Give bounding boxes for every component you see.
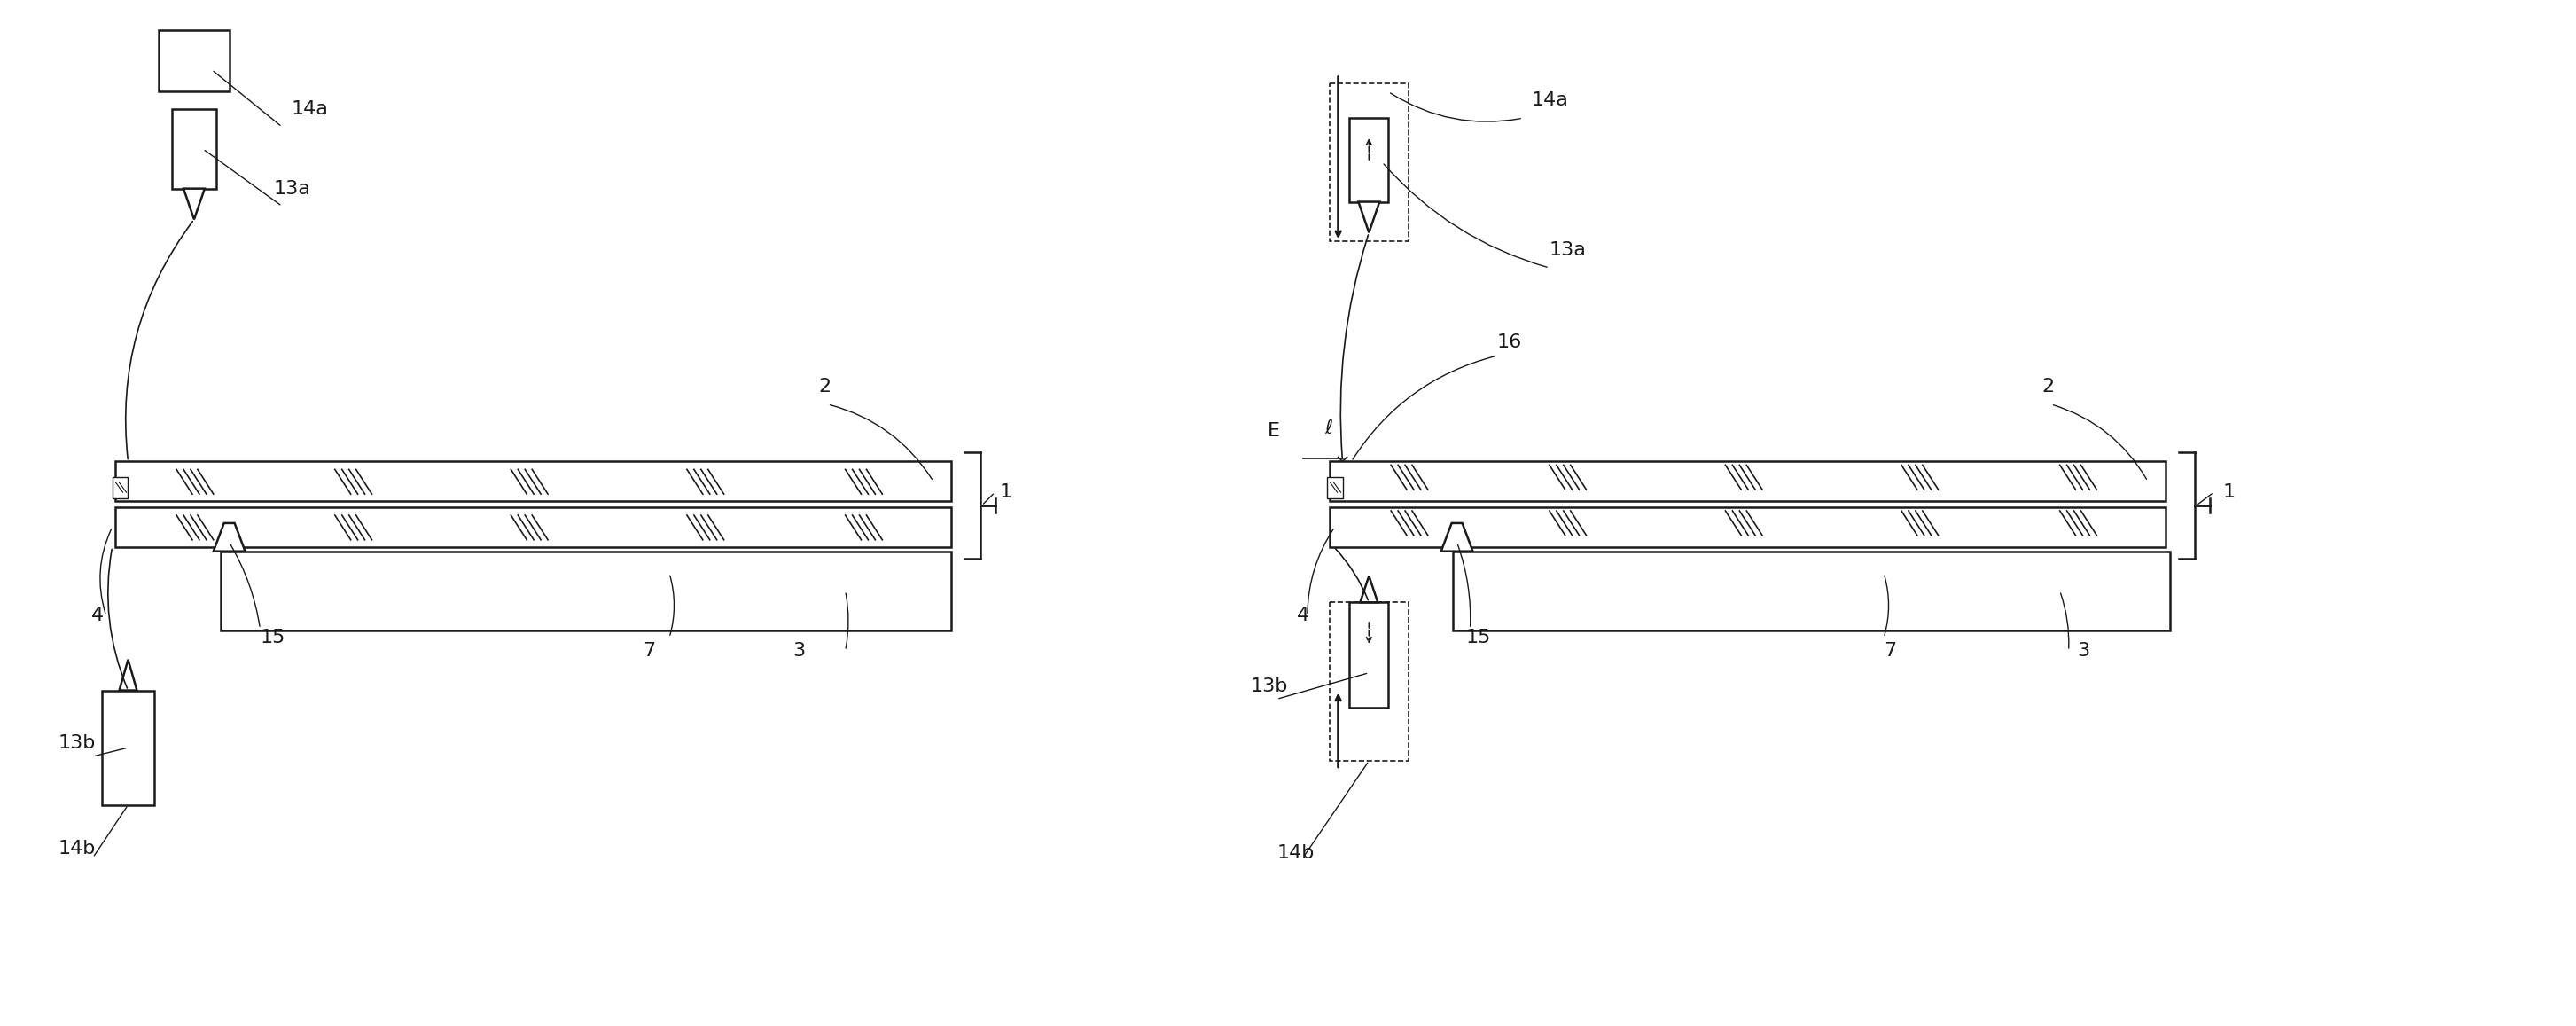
Polygon shape	[1358, 202, 1381, 233]
Text: 7: 7	[1883, 642, 1896, 660]
Text: 16: 16	[1497, 333, 1522, 352]
Text: 15: 15	[260, 629, 286, 646]
Text: 2: 2	[2043, 378, 2056, 396]
Bar	[100, 690, 155, 804]
Bar	[116, 462, 951, 501]
Text: 15: 15	[1466, 629, 1492, 646]
Bar	[1350, 602, 1388, 708]
Text: 3: 3	[793, 642, 806, 660]
Bar	[1327, 477, 1342, 499]
Polygon shape	[118, 660, 137, 690]
Text: 13b: 13b	[1249, 677, 1288, 695]
Polygon shape	[1360, 576, 1378, 602]
Text: 13b: 13b	[57, 735, 95, 752]
Text: 4: 4	[90, 606, 103, 625]
Bar	[1350, 118, 1388, 202]
Text: E: E	[1267, 422, 1280, 439]
Text: 13a: 13a	[273, 180, 312, 197]
Text: 13a: 13a	[1548, 241, 1587, 260]
Bar	[173, 110, 216, 189]
Text: 14b: 14b	[1278, 844, 1314, 862]
Polygon shape	[183, 189, 204, 220]
Text: 14a: 14a	[291, 101, 327, 118]
Text: 2: 2	[819, 378, 832, 396]
Bar	[1329, 602, 1409, 761]
Bar	[222, 551, 951, 631]
Text: 14a: 14a	[1533, 91, 1569, 110]
Polygon shape	[1440, 523, 1473, 551]
Text: 3: 3	[2076, 642, 2089, 660]
Bar	[1453, 551, 2169, 631]
Polygon shape	[214, 523, 245, 551]
Bar	[1329, 83, 1409, 241]
Bar	[1329, 507, 2166, 547]
Text: ℓ: ℓ	[1324, 420, 1334, 437]
Text: 1: 1	[999, 483, 1012, 501]
Bar	[1329, 462, 2166, 501]
Text: 14b: 14b	[57, 840, 95, 858]
Text: 4: 4	[1296, 606, 1309, 625]
Text: 7: 7	[644, 642, 654, 660]
Bar	[116, 507, 951, 547]
Bar	[160, 30, 229, 91]
Text: 1: 1	[2223, 483, 2236, 501]
Bar	[113, 477, 129, 499]
